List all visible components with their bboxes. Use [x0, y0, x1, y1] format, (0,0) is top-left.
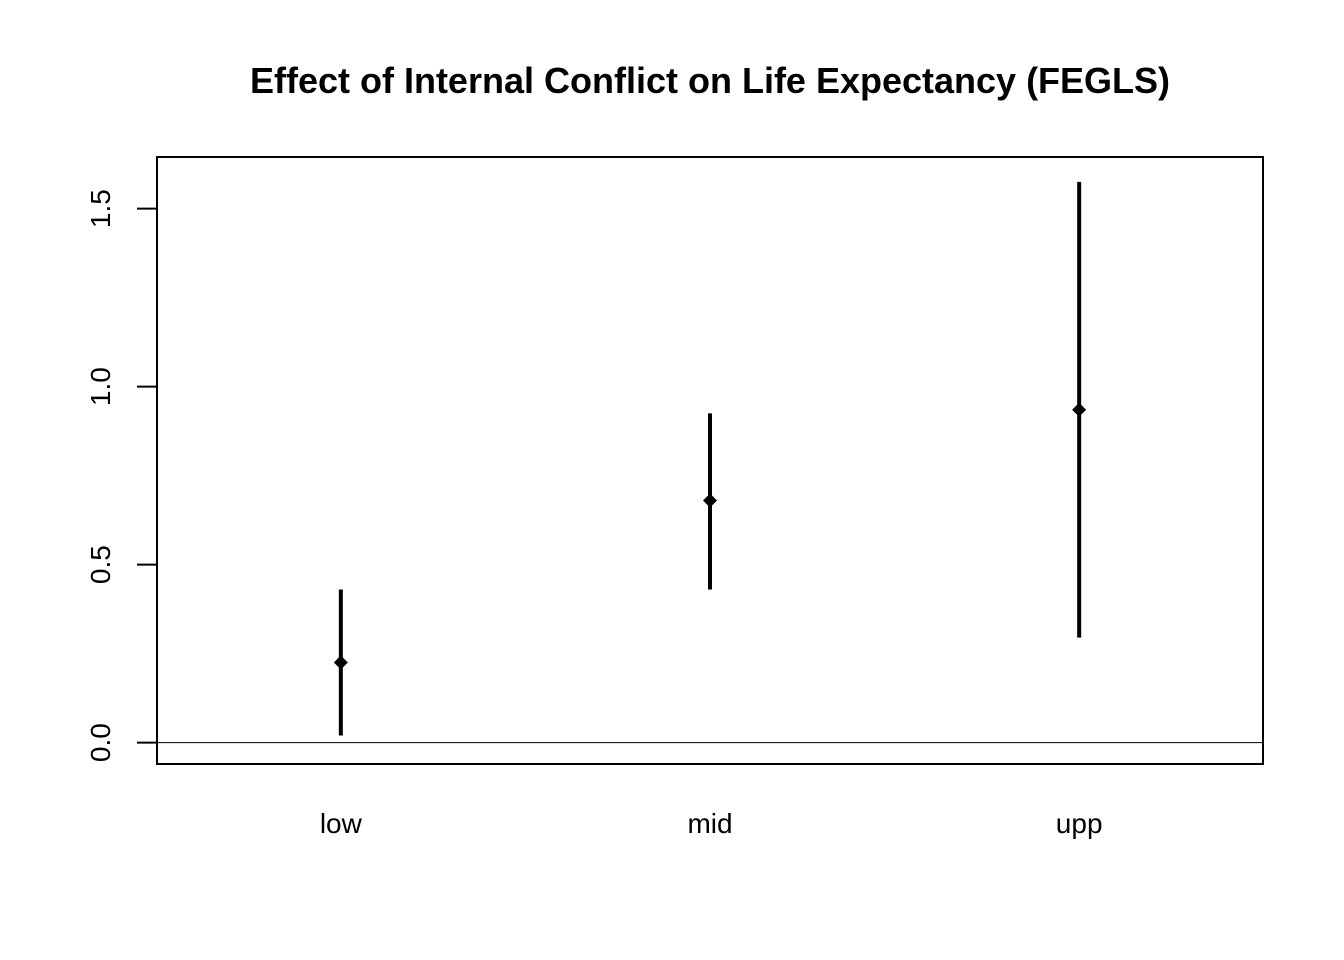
chart-title: Effect of Internal Conflict on Life Expe… — [250, 60, 1170, 101]
point-mid — [703, 493, 717, 508]
y-tick-label: 1.5 — [85, 189, 116, 228]
point-upp — [1072, 402, 1087, 417]
y-tick-label: 0.0 — [85, 723, 116, 762]
x-category-label: mid — [687, 808, 732, 839]
point-low — [333, 655, 348, 670]
y-tick-label: 0.5 — [85, 545, 116, 584]
x-axis: low mid upp — [320, 808, 1103, 839]
y-axis: 0.0 0.5 1.0 1.5 — [85, 189, 158, 762]
x-category-label: low — [320, 808, 363, 839]
y-tick-label: 1.0 — [85, 367, 116, 406]
marks — [333, 181, 1087, 736]
x-category-label: upp — [1056, 808, 1103, 839]
